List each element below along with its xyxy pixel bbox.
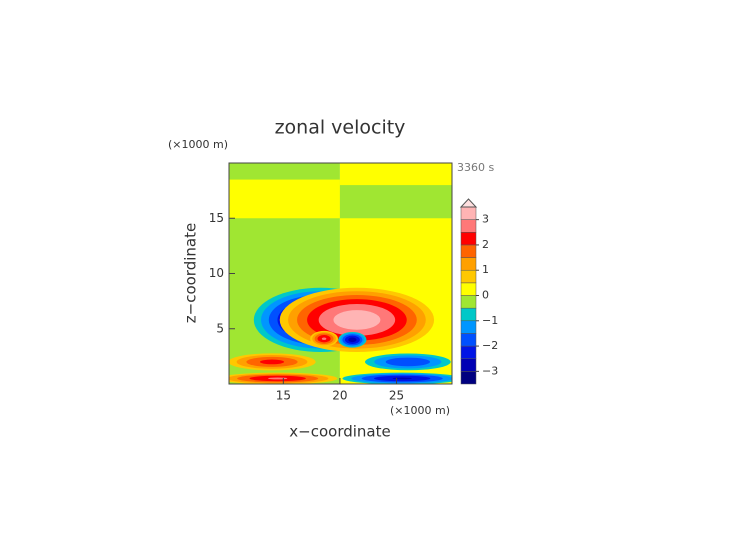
colorbar-swatch <box>460 307 477 322</box>
colorbar-tick-label: −1 <box>482 314 498 327</box>
colorbar-swatch <box>460 295 477 309</box>
colorbar-swatch <box>460 371 477 385</box>
contour-level <box>259 359 285 365</box>
y-unit-label: (×1000 m) <box>168 138 228 151</box>
y-axis-label: z−coordinate <box>182 223 200 323</box>
colorbar-swatch <box>460 282 477 296</box>
colorbar-swatch <box>460 358 477 372</box>
contour-level <box>392 377 412 380</box>
field <box>229 163 452 384</box>
y-tick-label: 5 <box>216 321 224 335</box>
x-unit-label: (×1000 m) <box>390 404 450 417</box>
contour-level <box>385 357 431 367</box>
chart-title: zonal velocity <box>275 117 406 139</box>
contour-level <box>333 310 381 330</box>
colorbar-swatch <box>460 269 477 284</box>
colorbar-tick-label: −2 <box>482 339 498 352</box>
x-tick-label: 15 <box>276 389 291 403</box>
x-axis-label: x−coordinate <box>289 423 390 441</box>
colorbar-tick-label: 0 <box>482 289 489 302</box>
y-tick-label: 10 <box>209 266 224 280</box>
colorbar-swatch <box>460 320 477 334</box>
x-tick-label: 20 <box>332 389 347 403</box>
contour-region <box>339 185 452 219</box>
colorbar-tick-label: 1 <box>482 263 489 276</box>
colorbar-swatch <box>460 244 477 258</box>
colorbar-extension <box>459 198 478 208</box>
contour-level <box>321 337 327 340</box>
colorbar-tick-label: 2 <box>482 238 489 251</box>
colorbar-tick-label: −3 <box>482 364 498 377</box>
colorbar-swatch <box>460 232 477 246</box>
colorbar-swatch <box>460 219 477 233</box>
colorbar-swatch <box>460 333 477 347</box>
colorbar-tick-label: 3 <box>482 213 489 226</box>
contour-region <box>229 179 340 219</box>
y-tick-label: 15 <box>209 211 224 225</box>
contour-level <box>268 377 288 380</box>
colorbar-swatch <box>460 345 477 359</box>
time-label: 3360 s <box>457 161 494 174</box>
x-tick-label: 25 <box>389 389 404 403</box>
colorbar-swatch <box>460 206 477 220</box>
colorbar-swatch <box>460 257 477 271</box>
contour-level <box>348 337 357 343</box>
